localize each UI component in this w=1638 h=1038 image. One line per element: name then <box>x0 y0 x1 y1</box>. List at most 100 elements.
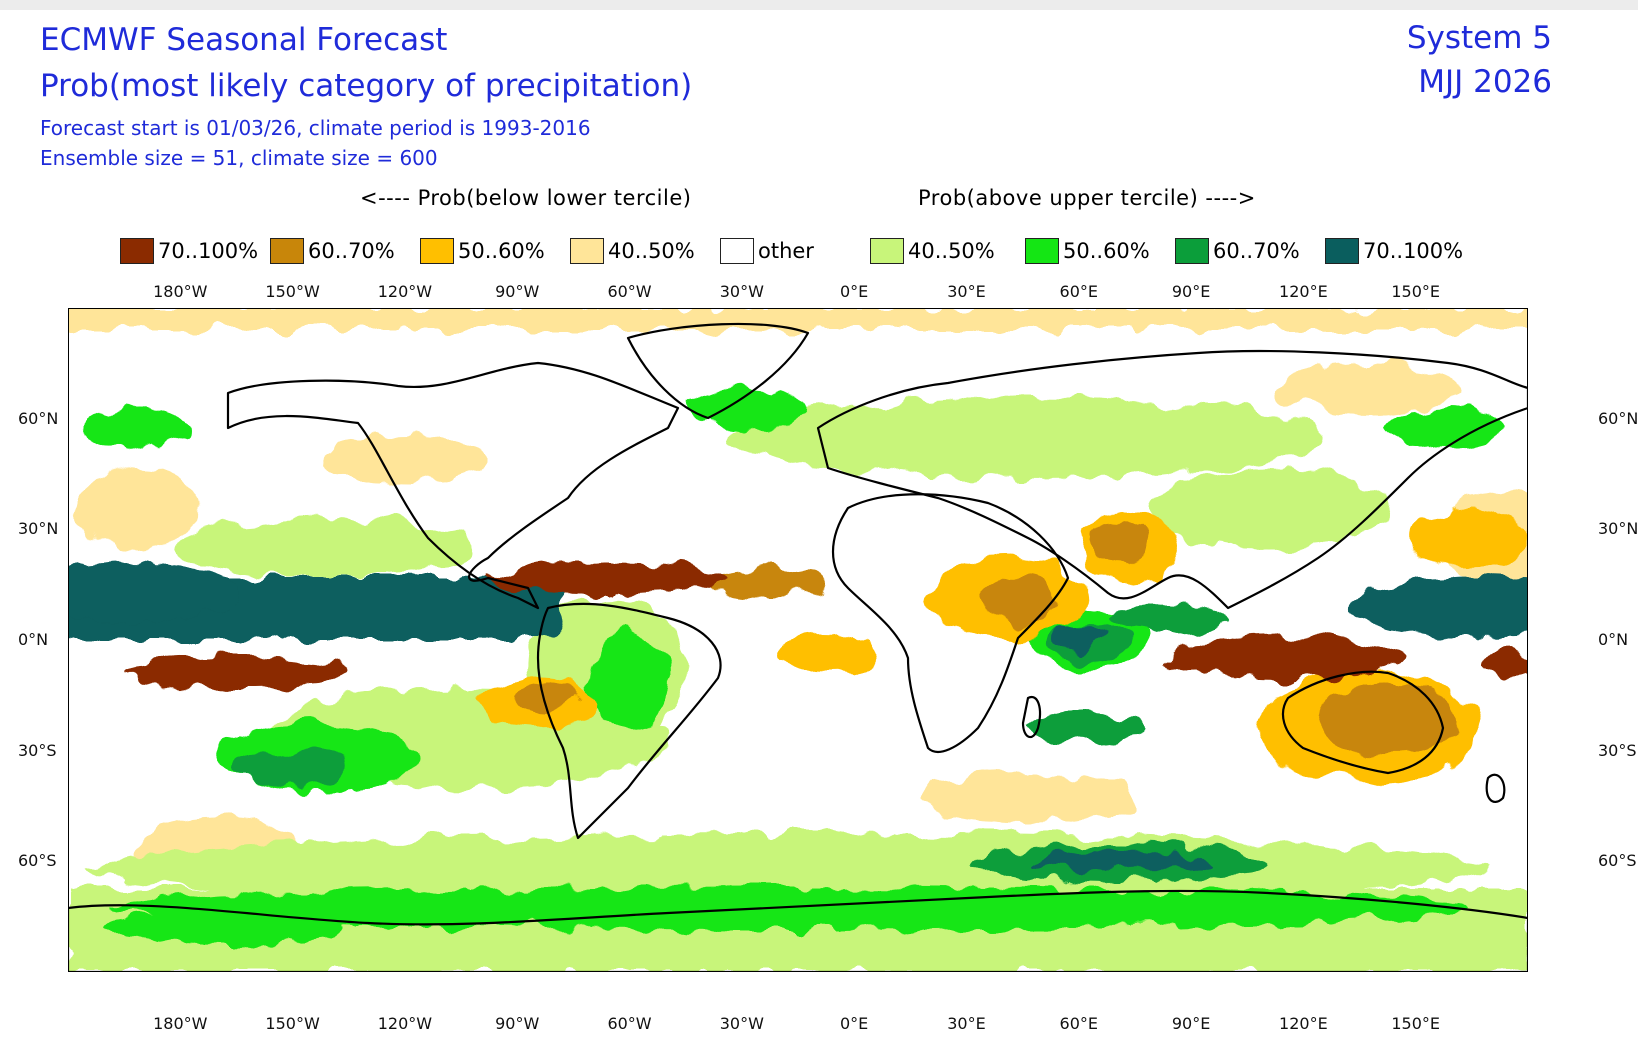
lon-tick-label: 90°W <box>495 282 540 301</box>
north-america-outline <box>226 361 680 610</box>
lat-tick-label: 30°N <box>1598 519 1638 539</box>
region-nwpac-dry2 <box>1408 508 1528 568</box>
legend-label: 70..100% <box>158 239 259 263</box>
lon-tick-label: 120°W <box>377 1014 433 1033</box>
top-bar <box>0 0 1638 10</box>
legend-label: 60..70% <box>308 239 395 263</box>
region-eqio-wet-max <box>1053 626 1103 650</box>
ensemble-info: Ensemble size = 51, climate size = 600 <box>40 146 438 170</box>
lon-tick-label: 60°E <box>1059 282 1098 301</box>
lon-tick-label: 90°E <box>1171 1014 1211 1033</box>
legend-item: other <box>720 236 814 266</box>
region-soio-wet-max <box>1028 851 1208 871</box>
lon-tick-label: 180°W <box>153 282 208 301</box>
legend-label: 40..50% <box>608 239 695 263</box>
precipitation-map <box>68 308 1528 972</box>
region-spcz-wet-strong <box>228 748 348 788</box>
region-wpac-dateline-wet-max <box>68 563 238 623</box>
forecast-info: Forecast start is 01/03/26, climate peri… <box>40 116 591 140</box>
legend-swatch <box>720 238 754 264</box>
legend-label: 70..100% <box>1363 239 1464 263</box>
region-arabia-dry-strong <box>1088 523 1148 563</box>
south-america-outline <box>536 602 722 840</box>
region-east-africa-dry-strong <box>978 573 1058 623</box>
region-bering-wet <box>88 408 188 448</box>
region-peru-dry-strong <box>513 684 583 712</box>
region-nepac-wet-light <box>178 518 478 578</box>
region-sio-dry <box>918 773 1138 823</box>
region-mada-wet-strong <box>1028 713 1148 743</box>
africa-outline <box>831 493 1070 753</box>
region-canada-dry <box>328 433 488 483</box>
lat-tick-label: 30°S <box>18 740 57 760</box>
legend-swatch <box>1175 238 1209 264</box>
antarctica-outline <box>68 889 1528 972</box>
lon-tick-label: 30°W <box>719 1014 764 1033</box>
lat-tick-label: 60°N <box>1598 408 1638 428</box>
region-arctic-dry <box>68 308 1528 330</box>
lat-tick-label: 60°S <box>18 851 57 871</box>
legend-swatch <box>570 238 604 264</box>
lon-tick-label: 120°W <box>377 282 433 301</box>
lat-tick-label: 30°N <box>18 519 59 539</box>
legend-swatch <box>1025 238 1059 264</box>
region-brazil-wet <box>588 628 668 728</box>
legend-label: 50..60% <box>458 239 545 263</box>
lon-tick-label: 90°E <box>1171 282 1211 301</box>
lon-tick-label: 150°W <box>265 282 320 301</box>
region-gulf-guinea-dry <box>778 633 878 673</box>
legend-item: 60..70% <box>1175 236 1300 266</box>
region-bob-wet-strong <box>1108 603 1228 633</box>
legend-above-heading: Prob(above upper tercile) ----> <box>918 186 1256 210</box>
legend-item: 70..100% <box>120 236 258 266</box>
region-ross-wet <box>108 913 348 943</box>
lon-tick-label: 60°W <box>607 282 652 301</box>
region-eurasia-wet-light <box>728 398 1328 478</box>
lon-tick-label: 120°E <box>1279 282 1328 301</box>
lat-tick-label: 0°N <box>18 630 49 649</box>
lon-tick-label: 0°E <box>839 282 869 301</box>
lon-tick-label: 30°E <box>947 1014 986 1033</box>
legend-swatch <box>120 238 154 264</box>
legend-item: 40..50% <box>870 236 995 266</box>
lon-tick-label: 150°W <box>265 1014 320 1033</box>
region-maritime-continent-dry-max <box>1168 636 1408 680</box>
lat-tick-label: 0°N <box>1598 630 1629 649</box>
region-natl-wet <box>688 388 808 428</box>
legend-label: 40..50% <box>908 239 995 263</box>
legend-swatch <box>1325 238 1359 264</box>
season-label: MJJ 2026 <box>1418 64 1552 100</box>
legend-item: 50..60% <box>1025 236 1150 266</box>
region-sepac-dry-max <box>128 657 348 689</box>
legend-item: 60..70% <box>270 236 395 266</box>
region-wpac-wet-max <box>1348 578 1528 638</box>
legend-swatch <box>870 238 904 264</box>
lon-tick-label: 30°W <box>719 282 764 301</box>
lat-tick-label: 60°N <box>18 408 59 428</box>
coastlines <box>68 322 1528 972</box>
region-coral-sea-dry-max <box>1478 651 1528 675</box>
greenland-outline <box>626 322 810 420</box>
lat-tick-label: 30°S <box>1598 740 1637 760</box>
lon-axis-bottom: 180°W 150°W 120°W 90°W 60°W 30°W 0°E 30°E 60°E 90… <box>0 1014 1638 1036</box>
lon-tick-label: 180°W <box>153 1014 208 1033</box>
lon-axis-top: 180°W 150°W 120°W 90°W 60°W 30°W 0°E 30°E 60°E 90… <box>0 282 1638 304</box>
chart-title: ECMWF Seasonal Forecast <box>40 22 448 58</box>
anomaly-layer <box>68 308 1528 972</box>
chart-subtitle: Prob(most likely category of precipitati… <box>40 68 693 104</box>
region-australia-dry-strong <box>1318 683 1458 753</box>
legend-item: 40..50% <box>570 236 695 266</box>
lat-tick-label: 60°S <box>1598 851 1637 871</box>
madagascar-outline <box>1021 695 1042 739</box>
region-atl-itcz-dry-strong <box>708 569 828 597</box>
legend-swatch <box>270 238 304 264</box>
lon-tick-label: 60°W <box>607 1014 652 1033</box>
lon-tick-label: 60°E <box>1059 1014 1098 1033</box>
eurasia-outline <box>816 349 1528 610</box>
legend-below-heading: <---- Prob(below lower tercile) <box>360 186 692 210</box>
region-kamchatka-wet <box>1388 408 1508 448</box>
legend-label: 60..70% <box>1213 239 1300 263</box>
legend: 70..100% 60..70% 50..60% 40..50% other 40..50… <box>120 236 1540 266</box>
legend-swatch <box>420 238 454 264</box>
australia-outline <box>1281 670 1445 775</box>
